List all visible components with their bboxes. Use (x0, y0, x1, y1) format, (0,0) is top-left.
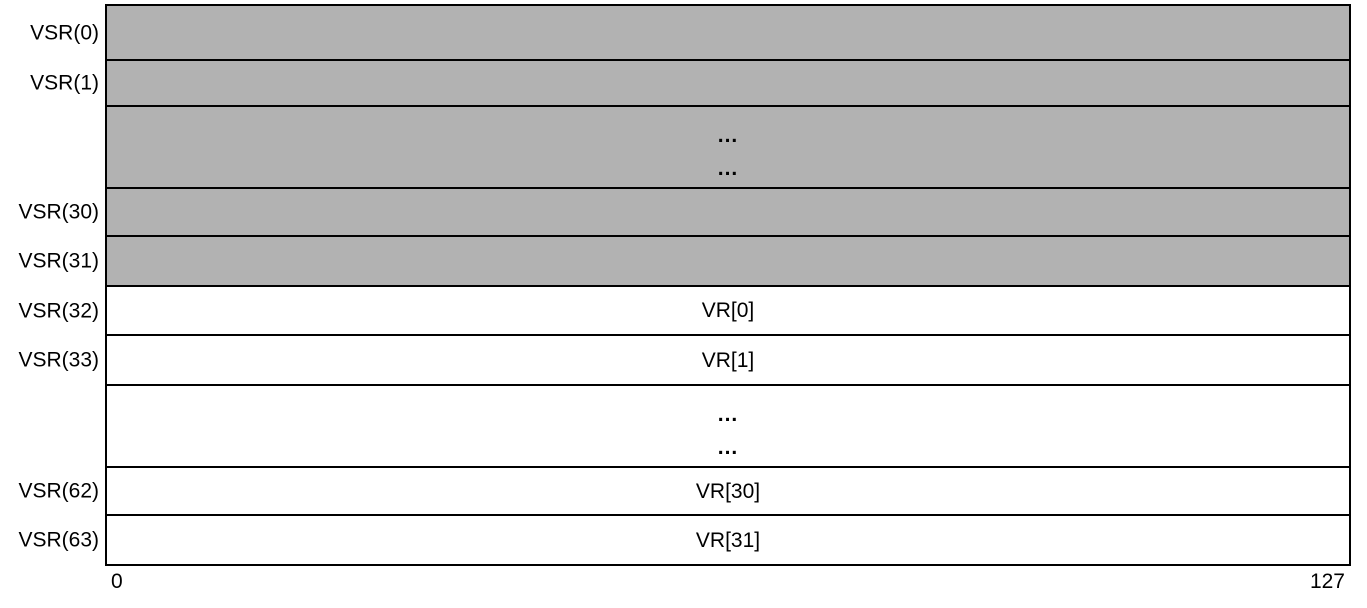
bit-index-left: 0 (111, 570, 123, 593)
register-row-vsr33: VSR(33) VR[1] (18, 334, 1349, 384)
ellipsis-text: ... (717, 436, 739, 459)
register-row-vsr63: VSR(63) VR[31] (18, 514, 1349, 564)
register-row-label: VSR(1) (30, 71, 99, 95)
register-row-label: VSR(0) (30, 21, 99, 44)
register-row-label: VSR(32) (18, 299, 99, 322)
register-row-vsr30: VSR(30) (18, 187, 1349, 235)
vr-register-label: VR[1] (701, 348, 755, 372)
ellipsis-text: ... (717, 124, 739, 147)
ellipsis-row-shaded: ... ... (107, 105, 1349, 187)
register-row-vsr0: VSR(0) (30, 6, 1349, 59)
register-row-vsr32: VSR(32) VR[0] (18, 285, 1349, 334)
register-row-vsr62: VSR(62) VR[30] (18, 466, 1349, 514)
bit-index-right: 127 (1309, 570, 1345, 593)
register-row-vsr1: VSR(1) (30, 59, 1349, 105)
register-row-label: VSR(30) (18, 200, 99, 224)
vr-register-label: VR[0] (701, 299, 755, 322)
vr-register-label: VR[30] (695, 479, 761, 503)
ellipsis-text: ... (717, 157, 739, 180)
vr-register-label: VR[31] (695, 528, 761, 552)
register-row-label: VSR(62) (18, 479, 99, 503)
register-row-vsr31: VSR(31) (18, 235, 1349, 285)
ellipsis-row-plain: ... ... (107, 384, 1349, 466)
register-table: VSR(0) VSR(1) ... ... VSR(30) VSR(31) VS… (18, 4, 1351, 566)
ellipsis-text: ... (717, 403, 739, 426)
register-row-label: VSR(31) (18, 249, 99, 273)
bit-scale: 0 127 (105, 570, 1351, 594)
register-row-label: VSR(63) (18, 528, 99, 552)
register-row-label: VSR(33) (18, 348, 99, 372)
